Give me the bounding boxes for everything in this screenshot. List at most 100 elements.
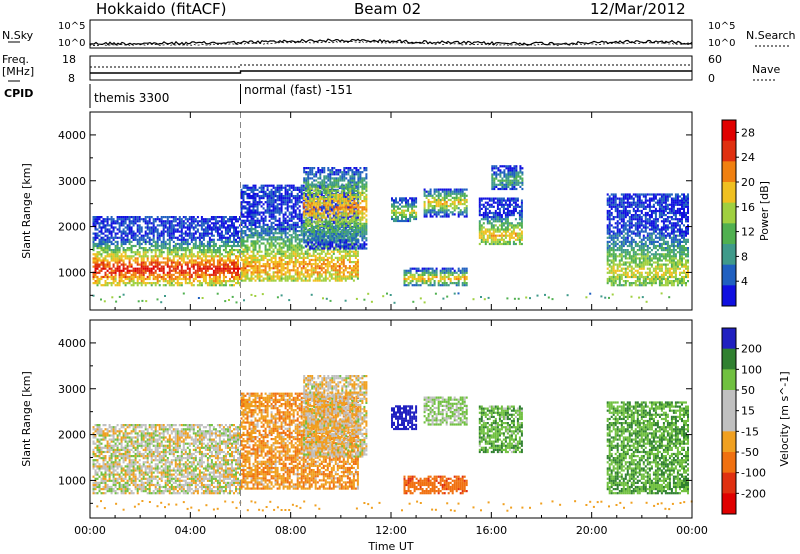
power-cell [214, 265, 217, 268]
power-cell [264, 238, 267, 241]
power-cell [264, 215, 267, 218]
power-cell [204, 269, 207, 272]
power-cell [327, 228, 330, 232]
power-cell [122, 238, 125, 241]
power-cell [240, 232, 243, 235]
power-cell [305, 222, 308, 225]
power-cell [264, 273, 267, 276]
power-cell [292, 188, 295, 191]
power-cell [246, 192, 249, 196]
power-cell [318, 265, 321, 268]
power-cell [266, 232, 269, 235]
power-cell [142, 265, 145, 268]
power-cell [150, 232, 153, 235]
power-cell [250, 221, 253, 224]
power-cell [244, 258, 247, 262]
power-cell [237, 271, 239, 274]
power-cell [100, 277, 103, 281]
power-cell [102, 267, 105, 270]
power-cell [162, 238, 165, 241]
power-cell [233, 253, 235, 256]
power-cell [138, 271, 141, 274]
power-cell [274, 230, 277, 233]
power-cell [303, 226, 306, 229]
power-cell [280, 254, 283, 257]
power-cell [108, 261, 111, 264]
power-cell [240, 215, 243, 218]
power-cell [435, 194, 438, 197]
power-cell [274, 199, 277, 202]
power-cell [224, 282, 227, 285]
power-cell [270, 250, 273, 253]
power-cell [343, 179, 346, 182]
power-cell [323, 185, 326, 188]
power-cell [403, 199, 405, 202]
power-cell [168, 273, 171, 276]
power-cell [409, 217, 412, 221]
power-cell [282, 215, 285, 218]
power-cell [341, 239, 344, 242]
power-cell [96, 267, 99, 270]
power-cell [182, 238, 185, 241]
power-cell [439, 188, 442, 191]
power-cell [311, 171, 314, 174]
power-cell [332, 265, 335, 268]
power-cell [124, 230, 127, 233]
power-cell [208, 242, 211, 246]
power-cell [254, 242, 257, 245]
power-cell [240, 223, 243, 226]
power-cell [288, 261, 291, 264]
power-cell [308, 215, 311, 218]
power-cell [397, 205, 399, 208]
power-cell [329, 226, 332, 229]
power-cell [182, 273, 185, 276]
power-cell [200, 253, 203, 256]
power-cell [174, 253, 177, 256]
power-cell [307, 228, 310, 232]
power-cell [162, 228, 165, 231]
power-cell [329, 189, 332, 192]
power-cell [120, 232, 123, 235]
power-cell [363, 226, 366, 229]
power-cell [252, 223, 255, 226]
power-cell [182, 232, 185, 235]
power-cell [240, 205, 243, 208]
power-cell [256, 195, 259, 198]
power-cell [429, 215, 432, 218]
power-cell [286, 267, 289, 270]
power-cell [365, 169, 368, 172]
power-cell [120, 280, 123, 283]
power-cell [341, 218, 344, 221]
power-cell [186, 218, 189, 221]
power-cell [292, 269, 295, 272]
power-cell [104, 267, 107, 270]
power-cell [349, 191, 352, 194]
power-cell [150, 267, 153, 270]
power-cell [344, 195, 347, 198]
power-cell [100, 255, 103, 258]
power-cell [290, 254, 293, 257]
power-cell [246, 213, 249, 216]
power-cell [319, 243, 322, 246]
power-cell [192, 244, 195, 248]
power-cell [96, 242, 99, 246]
power-cell [309, 202, 312, 205]
power-cell [347, 222, 350, 225]
power-cell [227, 253, 229, 256]
power-cell [242, 258, 245, 262]
power-cell [345, 202, 348, 205]
power-cell [332, 252, 335, 255]
power-cell [313, 212, 316, 215]
power-cell [116, 282, 119, 285]
power-cell [268, 248, 271, 251]
power-cell [172, 216, 175, 219]
power-cell [356, 261, 359, 264]
power-cell [429, 211, 432, 214]
power-cell [286, 190, 289, 193]
nsky-label: N.Sky [2, 29, 34, 42]
power-cell [210, 257, 213, 260]
power-cell [347, 195, 350, 199]
power-cell [208, 226, 211, 229]
power-cell [296, 201, 299, 204]
power-cell [327, 185, 330, 188]
